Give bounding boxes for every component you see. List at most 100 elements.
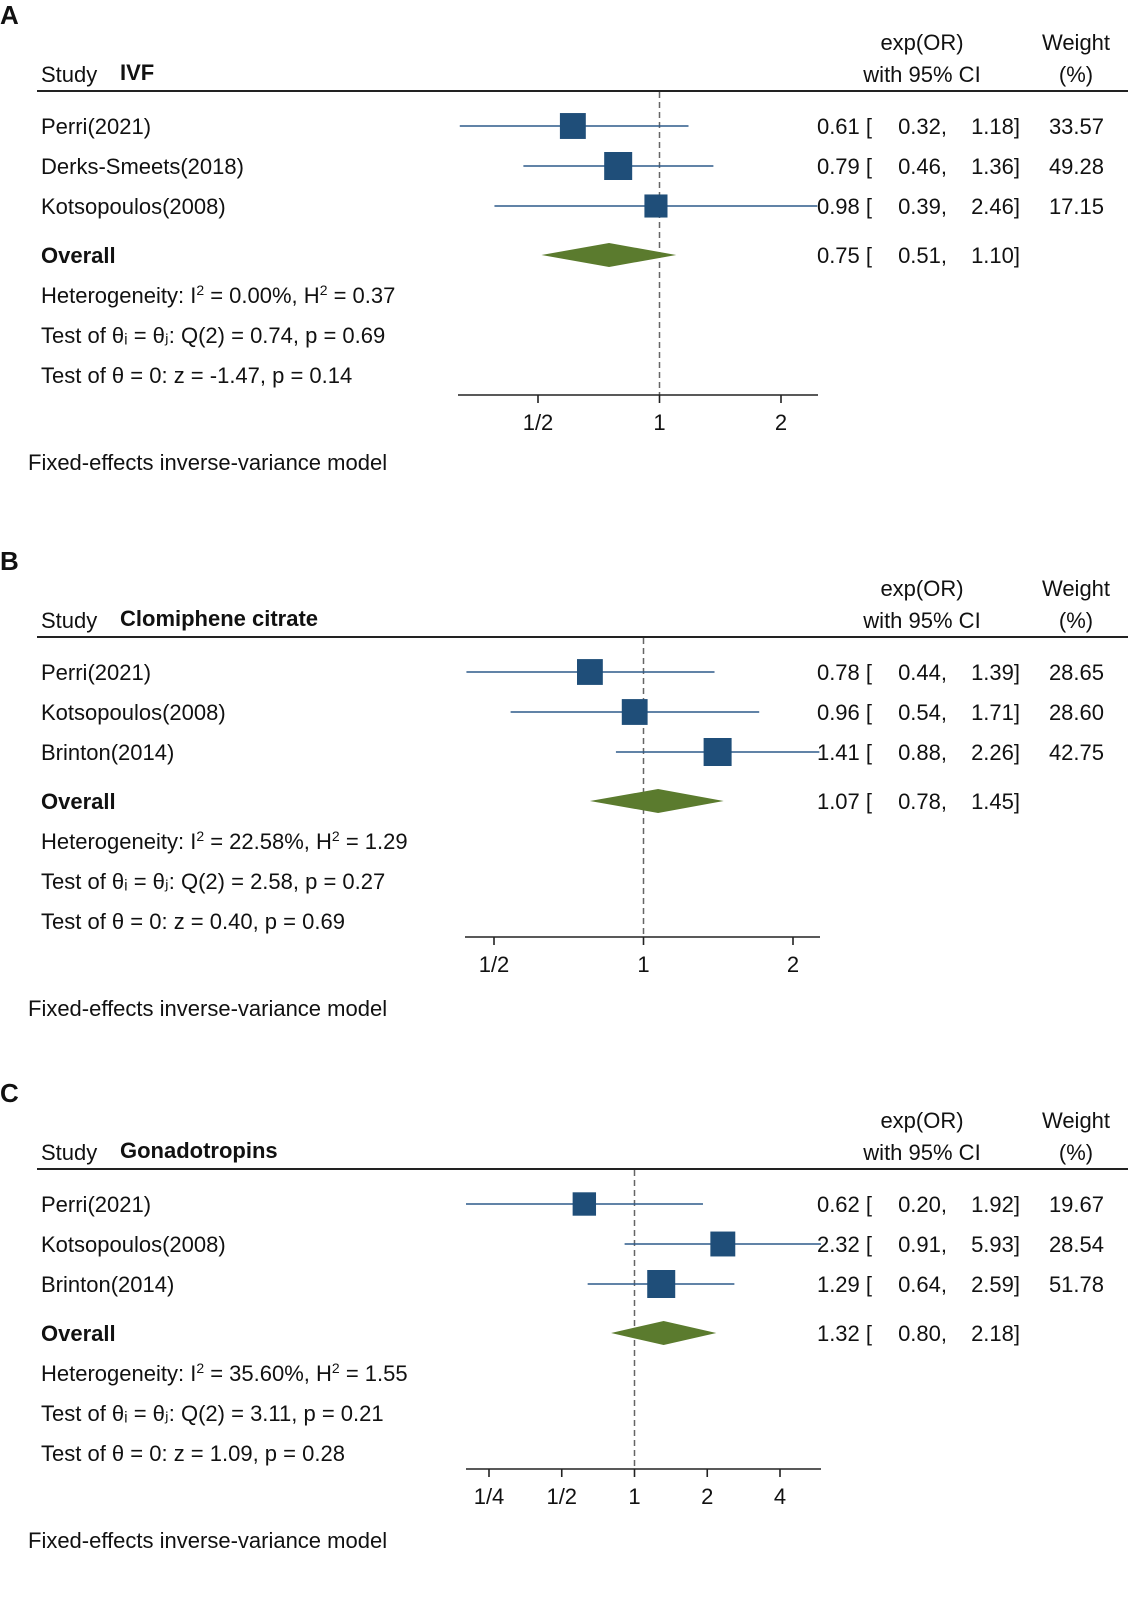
panel-label: A — [0, 0, 19, 30]
x-tick-label: 4 — [774, 1484, 786, 1509]
heterogeneity-part: = 1.55 — [340, 1361, 408, 1386]
diamond-icon — [541, 243, 677, 267]
weight-header: Weight — [1042, 1108, 1110, 1133]
study-weight: 17.15 — [1049, 194, 1104, 219]
test-overall-effect: Test of θ = 0: z = -1.47, p = 0.14 — [41, 363, 352, 388]
study-weight: 19.67 — [1049, 1192, 1104, 1217]
effect-header: exp(OR) — [880, 30, 963, 55]
ci-upper: 1.71] — [971, 700, 1020, 725]
effect-header: exp(OR) — [880, 576, 963, 601]
ci-lower: 0.20, — [898, 1192, 947, 1217]
x-tick-label: 2 — [787, 952, 799, 977]
superscript-two: 2 — [196, 282, 204, 298]
effect-header-ci: with 95% CI — [862, 62, 980, 87]
study-header: Study — [41, 608, 97, 633]
x-tick-label: 1 — [628, 1484, 640, 1509]
square-marker-icon — [572, 1192, 597, 1216]
overall-ci-upper: 1.45] — [971, 789, 1020, 814]
test-homogeneity: Test of θᵢ = θⱼ: Q(2) = 2.58, p = 0.27 — [41, 869, 385, 894]
ci-lower: 0.88, — [898, 740, 947, 765]
study-weight: 28.60 — [1049, 700, 1104, 725]
effect-estimate: 0.61 [ — [817, 114, 872, 139]
ci-lower: 0.32, — [898, 114, 947, 139]
forest-panel-b: B exp(OR) with 95% CI Weight (%) Study Clomip… — [0, 546, 1128, 1076]
ci-lower: 0.64, — [898, 1272, 947, 1297]
ci-lower: 0.54, — [898, 700, 947, 725]
heterogeneity-part: Heterogeneity: I — [41, 283, 196, 308]
overall-estimate: 1.32 [ — [817, 1321, 872, 1346]
effect-estimate: 0.62 [ — [817, 1192, 872, 1217]
overall-ci-lower: 0.51, — [898, 243, 947, 268]
weight-header-pct: (%) — [1059, 608, 1093, 633]
heterogeneity-part: Heterogeneity: I — [41, 1361, 196, 1386]
forest-panel-a: A exp(OR) with 95% CI Weight (%) Study IVF Per… — [0, 0, 1128, 530]
effect-estimate: 1.29 [ — [817, 1272, 872, 1297]
diamond-icon — [589, 789, 724, 813]
heterogeneity-part: Heterogeneity: I — [41, 829, 196, 854]
subgroup-title: Gonadotropins — [120, 1138, 278, 1163]
heterogeneity-stats: Heterogeneity: I2 = 22.58%, H2 = 1.29 — [41, 828, 408, 854]
heterogeneity-part: = 0.37 — [327, 283, 395, 308]
heterogeneity-part: = 35.60%, H — [204, 1361, 332, 1386]
effect-header-ci: with 95% CI — [862, 1140, 980, 1165]
weight-header-pct: (%) — [1059, 62, 1093, 87]
study-name: Kotsopoulos(2008) — [41, 1232, 226, 1257]
forest-plot-svg: exp(OR) with 95% CI Weight (%) Study IVF Perri… — [28, 30, 1128, 475]
square-marker-icon — [710, 1231, 736, 1257]
panel-label: B — [0, 546, 19, 576]
square-marker-icon — [559, 113, 586, 139]
model-note: Fixed-effects inverse-variance model — [28, 996, 387, 1021]
effect-header-ci: with 95% CI — [862, 608, 980, 633]
study-name: Brinton(2014) — [41, 740, 174, 765]
ci-lower: 0.39, — [898, 194, 947, 219]
overall-ci-lower: 0.78, — [898, 789, 947, 814]
ci-upper: 2.26] — [971, 740, 1020, 765]
superscript-two: 2 — [320, 282, 328, 298]
heterogeneity-part: = 0.00%, H — [204, 283, 320, 308]
overall-label: Overall — [41, 789, 116, 814]
forest-panel-c: C exp(OR) with 95% CI Weight (%) Study Gonado… — [0, 1078, 1128, 1608]
effect-estimate: 0.79 [ — [817, 154, 872, 179]
effect-estimate: 0.78 [ — [817, 660, 872, 685]
study-weight: 49.28 — [1049, 154, 1104, 179]
square-marker-icon — [621, 699, 648, 725]
study-weight: 28.54 — [1049, 1232, 1104, 1257]
ci-upper: 2.59] — [971, 1272, 1020, 1297]
x-tick-label: 1 — [653, 410, 665, 435]
study-name: Perri(2021) — [41, 660, 151, 685]
study-weight: 28.65 — [1049, 660, 1104, 685]
x-tick-label: 1 — [637, 952, 649, 977]
study-weight: 33.57 — [1049, 114, 1104, 139]
superscript-two: 2 — [196, 828, 204, 844]
model-note: Fixed-effects inverse-variance model — [28, 1528, 387, 1553]
study-header: Study — [41, 1140, 97, 1165]
ci-upper: 5.93] — [971, 1232, 1020, 1257]
x-tick-label: 1/2 — [546, 1484, 577, 1509]
ci-lower: 0.91, — [898, 1232, 947, 1257]
study-weight: 51.78 — [1049, 1272, 1104, 1297]
model-note: Fixed-effects inverse-variance model — [28, 450, 387, 475]
overall-estimate: 0.75 [ — [817, 243, 872, 268]
superscript-two: 2 — [332, 1360, 340, 1376]
effect-estimate: 2.32 [ — [817, 1232, 872, 1257]
heterogeneity-stats: Heterogeneity: I2 = 35.60%, H2 = 1.55 — [41, 1360, 408, 1386]
ci-lower: 0.44, — [898, 660, 947, 685]
study-name: Kotsopoulos(2008) — [41, 194, 226, 219]
x-tick-label: 2 — [775, 410, 787, 435]
study-weight: 42.75 — [1049, 740, 1104, 765]
effect-estimate: 1.41 [ — [817, 740, 872, 765]
square-marker-icon — [604, 152, 633, 180]
study-header: Study — [41, 62, 97, 87]
x-tick-label: 1/2 — [523, 410, 554, 435]
effect-estimate: 0.98 [ — [817, 194, 872, 219]
overall-ci-upper: 2.18] — [971, 1321, 1020, 1346]
panel-label: C — [0, 1078, 19, 1108]
weight-header: Weight — [1042, 30, 1110, 55]
test-overall-effect: Test of θ = 0: z = 1.09, p = 0.28 — [41, 1441, 345, 1466]
ci-upper: 1.18] — [971, 114, 1020, 139]
heterogeneity-part: = 1.29 — [340, 829, 408, 854]
heterogeneity-stats: Heterogeneity: I2 = 0.00%, H2 = 0.37 — [41, 282, 395, 308]
diamond-icon — [611, 1321, 717, 1345]
square-marker-icon — [703, 738, 732, 766]
overall-ci-lower: 0.80, — [898, 1321, 947, 1346]
